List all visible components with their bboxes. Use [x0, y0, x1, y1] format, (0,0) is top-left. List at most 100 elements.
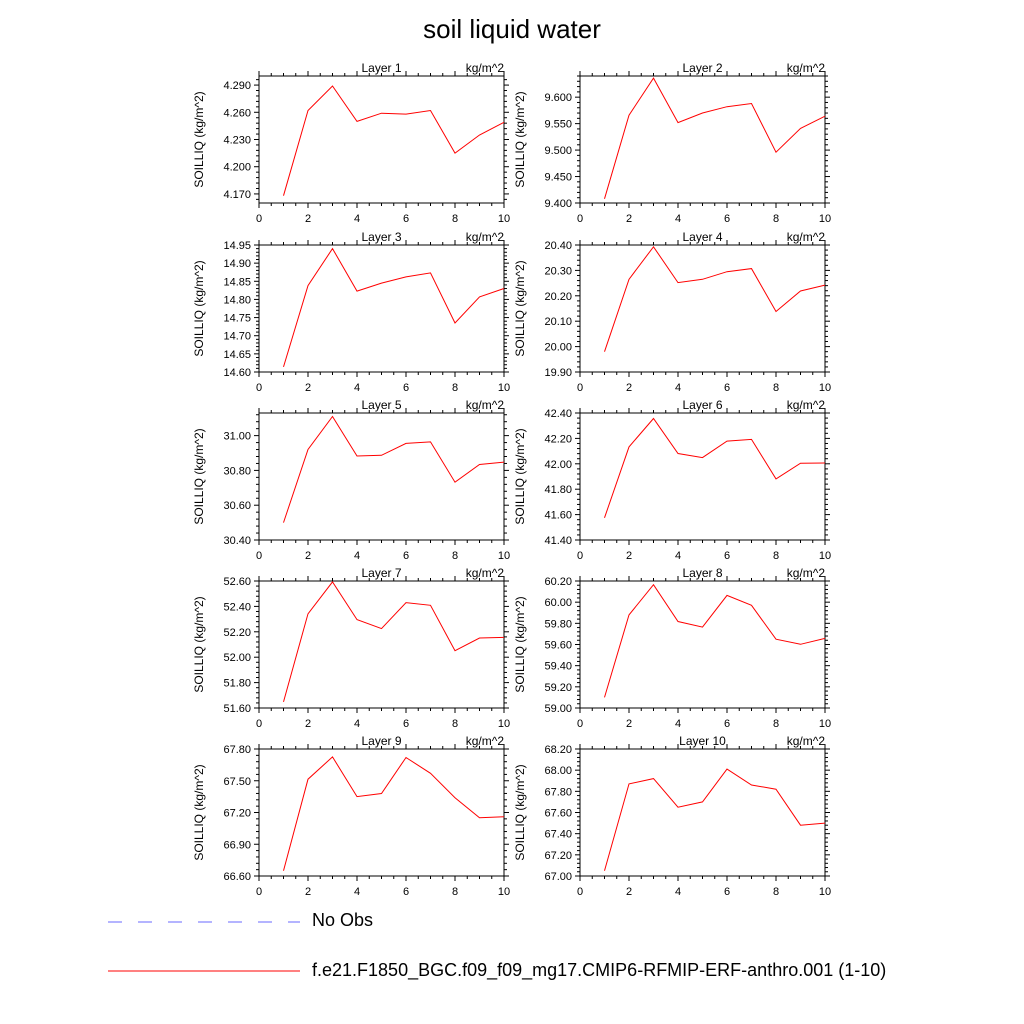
- x-tick-label: 6: [403, 550, 409, 562]
- x-tick-label: 4: [675, 213, 681, 225]
- y-tick-label: 4.200: [223, 162, 251, 174]
- x-tick-label: 2: [626, 213, 632, 225]
- plot-frame: [258, 75, 505, 204]
- y-tick-label: 20.10: [544, 316, 572, 328]
- y-tick-label: 68.00: [544, 765, 572, 777]
- series-line: [604, 77, 826, 199]
- x-tick-label: 6: [724, 213, 730, 225]
- plot-frame: [258, 748, 505, 877]
- y-tick-label: 14.85: [223, 276, 251, 288]
- x-tick-label: 0: [256, 550, 262, 562]
- plot-frame: [579, 412, 826, 541]
- y-tick-label: 14.90: [223, 258, 251, 270]
- y-tick-label: 59.20: [544, 682, 572, 694]
- y-tick-label: 14.95: [223, 240, 251, 252]
- x-tick-label: 10: [819, 550, 831, 562]
- y-tick-label: 52.20: [223, 627, 251, 639]
- y-tick-label: 4.170: [223, 189, 251, 201]
- y-tick-label: 51.80: [223, 678, 251, 690]
- x-tick-label: 8: [773, 382, 779, 394]
- y-tick-label: 30.80: [223, 465, 251, 477]
- y-tick-label: 60.20: [544, 576, 572, 588]
- plot-frame: [579, 748, 826, 877]
- panel-units: kg/m^2: [787, 734, 826, 748]
- y-tick-label: 67.80: [223, 744, 251, 756]
- x-tick-label: 6: [724, 718, 730, 730]
- x-tick-label: 6: [403, 213, 409, 225]
- panel-units: kg/m^2: [466, 566, 505, 580]
- y-tick-label: 67.60: [544, 808, 572, 820]
- y-axis-label: SOILLIQ (kg/m^2): [192, 91, 206, 187]
- x-tick-label: 4: [675, 550, 681, 562]
- panel-10: 0 2 4 6 8 10 67.00 67.20 67.40 67.60 67.80 68.00 68.…: [513, 734, 831, 898]
- x-tick-label: 0: [256, 718, 262, 730]
- x-tick-label: 0: [577, 382, 583, 394]
- series-line: [283, 581, 505, 703]
- panel-6: 0 2 4 6 8 10 41.40 41.60 41.80 42.00 42.20 42.40 SOI…: [513, 398, 831, 562]
- y-tick-label: 14.65: [223, 349, 251, 361]
- panel-8: 0 2 4 6 8 10 59.00 59.20 59.40 59.60 59.80 60.00 60.…: [513, 566, 831, 730]
- x-tick-label: 8: [452, 550, 458, 562]
- panel-title: Layer 8: [682, 566, 722, 580]
- panel-units: kg/m^2: [466, 398, 505, 412]
- x-tick-label: 0: [256, 213, 262, 225]
- x-tick-label: 2: [305, 213, 311, 225]
- y-tick-label: 41.40: [544, 535, 572, 547]
- x-tick-label: 10: [819, 886, 831, 898]
- y-tick-label: 59.60: [544, 640, 572, 652]
- y-tick-label: 9.450: [544, 172, 572, 184]
- x-tick-label: 4: [675, 382, 681, 394]
- panel-4: 0 2 4 6 8 10 19.90 20.00 20.10 20.20 20.30 20.40 SOI…: [513, 230, 831, 394]
- x-tick-label: 0: [577, 886, 583, 898]
- panel-title: Layer 2: [682, 61, 722, 75]
- panel-units: kg/m^2: [787, 566, 826, 580]
- x-tick-label: 10: [498, 886, 510, 898]
- x-tick-label: 6: [403, 718, 409, 730]
- x-tick-label: 8: [773, 718, 779, 730]
- x-tick-label: 4: [354, 382, 360, 394]
- panel-title: Layer 6: [682, 398, 722, 412]
- panel-title: Layer 3: [361, 230, 401, 244]
- y-tick-label: 52.00: [223, 652, 251, 664]
- x-tick-label: 6: [724, 382, 730, 394]
- plot-frame: [258, 412, 505, 541]
- y-tick-label: 66.60: [223, 871, 251, 883]
- series-line: [604, 417, 826, 518]
- y-tick-label: 14.60: [223, 367, 251, 379]
- x-tick-label: 6: [403, 886, 409, 898]
- panel-units: kg/m^2: [466, 61, 505, 75]
- y-axis-label: SOILLIQ (kg/m^2): [192, 428, 206, 524]
- panel-title: Layer 4: [682, 230, 722, 244]
- y-tick-label: 67.20: [223, 808, 251, 820]
- x-tick-label: 8: [452, 382, 458, 394]
- x-tick-label: 0: [577, 718, 583, 730]
- y-tick-label: 30.40: [223, 535, 251, 547]
- y-tick-label: 14.70: [223, 331, 251, 343]
- y-tick-label: 67.80: [544, 786, 572, 798]
- y-tick-label: 67.40: [544, 829, 572, 841]
- x-tick-label: 2: [305, 382, 311, 394]
- x-tick-label: 8: [773, 886, 779, 898]
- x-tick-label: 0: [577, 550, 583, 562]
- y-tick-label: 67.20: [544, 850, 572, 862]
- y-tick-label: 51.60: [223, 703, 251, 715]
- y-tick-label: 41.60: [544, 510, 572, 522]
- x-tick-label: 0: [256, 886, 262, 898]
- y-tick-label: 20.00: [544, 342, 572, 354]
- y-tick-label: 59.80: [544, 618, 572, 630]
- x-tick-label: 10: [819, 213, 831, 225]
- y-tick-label: 9.550: [544, 119, 572, 131]
- y-tick-label: 4.290: [223, 80, 251, 92]
- y-tick-label: 20.40: [544, 240, 572, 252]
- legend-obs-label: No Obs: [312, 910, 374, 930]
- y-tick-label: 42.20: [544, 433, 572, 445]
- x-tick-label: 6: [403, 382, 409, 394]
- y-tick-label: 9.500: [544, 145, 572, 157]
- y-axis-label: SOILLIQ (kg/m^2): [513, 596, 527, 692]
- x-tick-label: 4: [675, 718, 681, 730]
- series-line: [604, 583, 826, 698]
- legend-obs-line: [108, 921, 300, 923]
- y-axis-label: SOILLIQ (kg/m^2): [513, 260, 527, 356]
- x-tick-label: 4: [354, 550, 360, 562]
